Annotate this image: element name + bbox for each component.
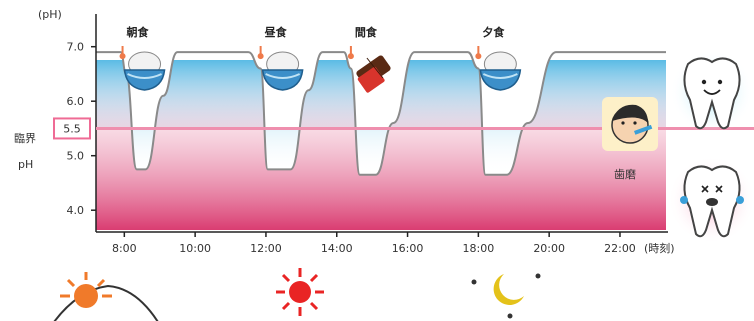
meal-marker-dot <box>119 53 126 60</box>
x-tick-label: 22:00 <box>604 242 636 255</box>
meal-label: 夕食 <box>482 25 505 39</box>
x-tick-label: 16:00 <box>392 242 424 255</box>
meal-marker-dot <box>475 53 482 60</box>
critical-ph-label-1: 臨界 <box>14 132 36 145</box>
moon-stars-icon <box>471 273 541 319</box>
ph-curve-line <box>96 51 666 176</box>
rice-bowl-icon <box>123 51 166 91</box>
meal-label: 朝食 <box>127 25 150 39</box>
x-tick-label: 12:00 <box>250 242 282 255</box>
y-tick-label: 6.0 <box>67 95 85 108</box>
sunrise-icon <box>53 272 159 321</box>
y-tick-label: 4.0 <box>67 204 85 217</box>
meal-marker-dot <box>257 53 264 60</box>
y-axis-label: (pH) <box>38 8 62 21</box>
x-tick-label: 20:00 <box>533 242 565 255</box>
y-tick-label: 7.0 <box>67 41 85 54</box>
healthy-tooth-icon <box>670 50 754 134</box>
x-tick-label: 8:00 <box>112 242 137 255</box>
sun-icon <box>276 268 324 316</box>
decayed-tooth-icon <box>668 156 754 244</box>
critical-ph-box <box>53 117 91 140</box>
x-axis-label: (時刻) <box>644 241 675 255</box>
meal-label: 昼食 <box>264 25 288 39</box>
chocolate-icon <box>356 55 391 93</box>
toothbrushing-child-icon <box>602 97 658 151</box>
critical-ph-value: 5.5 <box>63 122 81 135</box>
x-tick-label: 18:00 <box>463 242 495 255</box>
meal-marker-dot <box>347 53 354 60</box>
rice-bowl-icon <box>479 51 522 91</box>
acidic-ph-area <box>96 60 666 230</box>
critical-ph-label-2: pH <box>18 158 33 171</box>
brushing-label: 歯磨 <box>614 168 636 181</box>
x-tick-label: 10:00 <box>179 242 211 255</box>
meal-label: 間食 <box>355 25 378 39</box>
rice-bowl-icon <box>261 51 304 91</box>
y-tick-label: 5.0 <box>67 150 85 163</box>
x-tick-label: 14:00 <box>321 242 353 255</box>
